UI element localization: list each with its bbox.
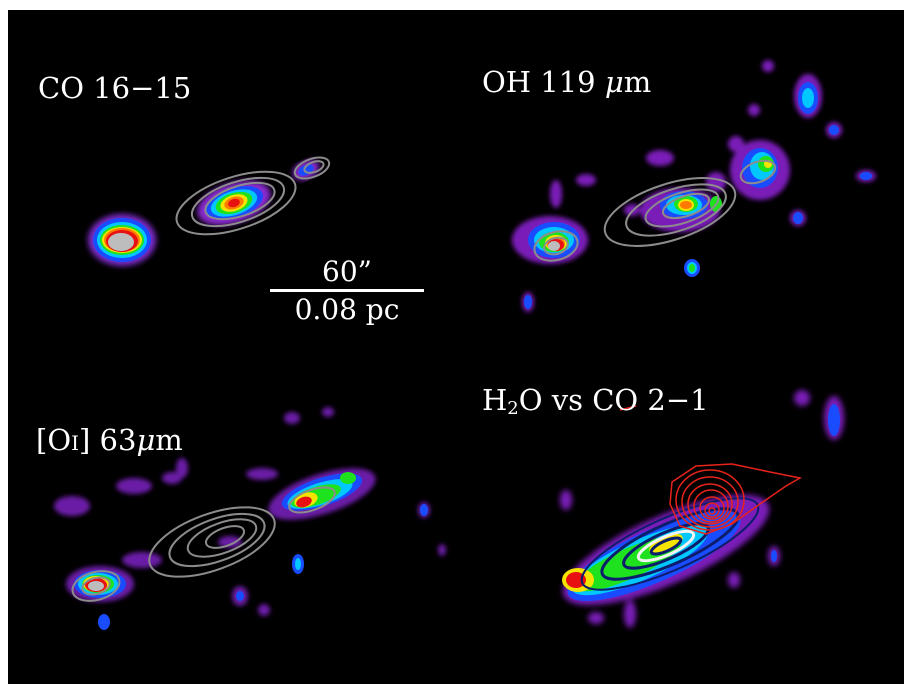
oi-peaks bbox=[83, 492, 318, 592]
h2o-vs-co-map bbox=[560, 390, 844, 628]
co-red-contours bbox=[619, 405, 803, 535]
oi-63-label: [OI] 63μm bbox=[36, 426, 183, 455]
oi-label-mu: μ bbox=[136, 423, 156, 457]
panel-oi-63: [OI] 63μm bbox=[12, 374, 454, 664]
oi-label-ion: I bbox=[71, 431, 79, 455]
oi-label-close: ] 63 bbox=[79, 423, 137, 457]
oh-peaks bbox=[545, 160, 772, 251]
co-center-knot bbox=[197, 180, 271, 226]
oh-blue-emission bbox=[524, 82, 872, 309]
co-left-knot bbox=[88, 214, 156, 266]
oi-label-open: [O bbox=[36, 423, 72, 457]
co-16-15-label: CO 16−15 bbox=[38, 71, 192, 105]
oh-gray-contours bbox=[533, 159, 777, 262]
h2o-label-h: H bbox=[482, 383, 508, 417]
scale-bar: 60” 0.08 pc bbox=[270, 258, 424, 324]
figure: CO 16−15 bbox=[8, 10, 904, 684]
scale-bar-line bbox=[270, 289, 424, 292]
panel-co-16-15: CO 16−15 bbox=[12, 40, 454, 356]
panel-oh-119: OH 119 μm bbox=[470, 40, 904, 356]
h2o-label-sub: 2 bbox=[507, 398, 519, 419]
h2o-label-rest: O vs CO 2−1 bbox=[518, 383, 709, 417]
scale-bar-angular: 60” bbox=[322, 255, 372, 288]
oh-119-map bbox=[512, 60, 876, 312]
panel-h2o-vs-co: H2O vs CO 2−1 bbox=[470, 374, 904, 664]
oi-gray-contours bbox=[71, 486, 336, 602]
oi-label-unit: m bbox=[155, 423, 183, 457]
oh-label-mu: μ bbox=[604, 65, 624, 99]
co-gray-contours bbox=[175, 156, 331, 236]
oi-63-map bbox=[54, 407, 446, 630]
oh-label-unit: m bbox=[623, 65, 652, 99]
co-16-15-map bbox=[88, 156, 331, 266]
scale-bar-physical: 0.08 pc bbox=[294, 293, 400, 326]
h2o-vs-co-label: H2O vs CO 2−1 bbox=[482, 383, 709, 418]
oh-label-main: OH 119 bbox=[482, 65, 605, 99]
oh-119-label: OH 119 μm bbox=[482, 68, 651, 97]
